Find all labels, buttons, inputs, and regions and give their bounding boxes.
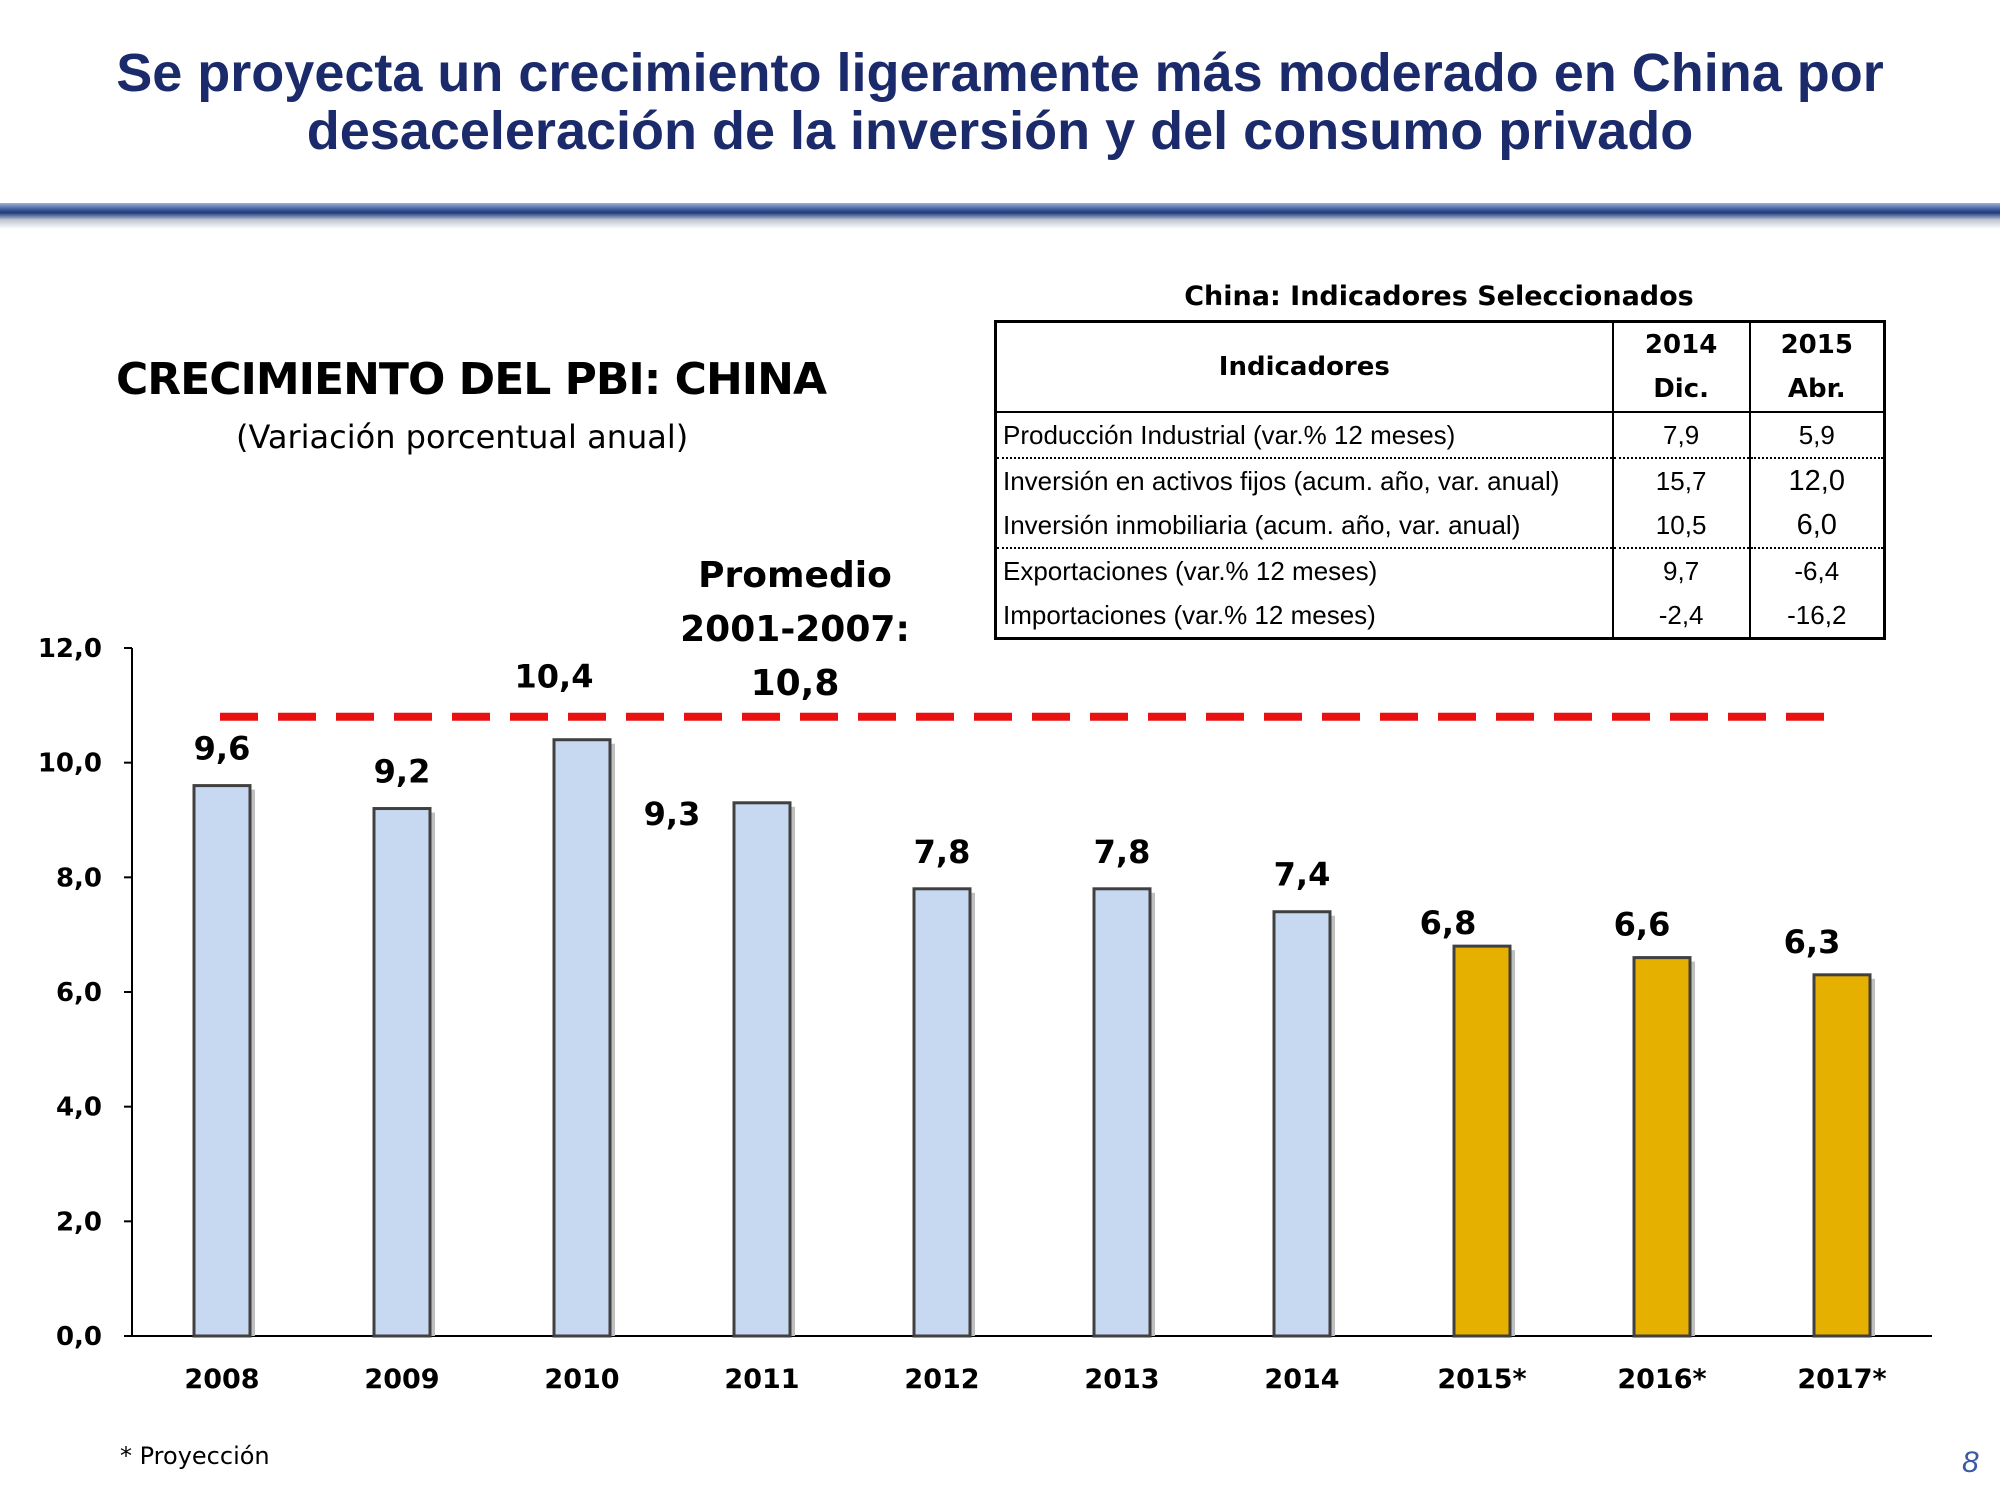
column-header-indicators: Indicadores (994, 320, 1614, 413)
x-tick-label: 2009 (364, 1364, 439, 1395)
row-value-2015: 6,0 (1748, 503, 1886, 549)
title-divider-shadow (0, 219, 2000, 229)
chart-subtitle: (Variación porcentual anual) (236, 418, 689, 456)
table-row: Inversión inmobiliaria (acum. año, var. … (994, 503, 1886, 549)
data-label: 6,8 (1420, 904, 1477, 942)
y-tick-label: 6,0 (56, 978, 102, 1008)
page-number: 8 (1962, 1446, 1979, 1479)
table-subheader-row: Dic. Abr. (996, 367, 1886, 413)
slide-title-line-1: Se proyecta un crecimiento ligeramente m… (116, 43, 1884, 103)
y-tick-label: 8,0 (56, 863, 102, 893)
data-label: 9,2 (374, 753, 431, 791)
average-label-line-3: 10,8 (750, 663, 840, 704)
y-tick-label: 0,0 (56, 1322, 102, 1352)
footnote: * Proyección (120, 1442, 270, 1470)
x-tick-label: 2016* (1617, 1364, 1706, 1395)
data-label: 6,3 (1784, 923, 1841, 961)
bar (732, 801, 792, 1338)
x-tick-label: 2008 (184, 1364, 259, 1395)
bar (1452, 944, 1512, 1338)
average-label-line-2: 2001-2007: (680, 609, 910, 650)
bar (912, 887, 972, 1338)
row-value-2015: -6,4 (1748, 548, 1886, 593)
row-value-2015: -16,2 (1748, 593, 1886, 639)
row-label: Exportaciones (var.% 12 meses) (994, 548, 1614, 593)
row-value-2015: 12,0 (1748, 458, 1886, 503)
y-tick-label: 2,0 (56, 1207, 102, 1237)
row-value-2014: 15,7 (1611, 458, 1751, 503)
y-tick-label: 10,0 (38, 749, 102, 779)
row-value-2014: 9,7 (1611, 548, 1751, 593)
x-tick-label: 2015* (1437, 1364, 1526, 1395)
bar (552, 738, 612, 1338)
bar (1632, 956, 1692, 1338)
row-value-2015: 5,9 (1748, 412, 1886, 459)
data-label: 7,4 (1274, 856, 1331, 894)
column-subheader-abr: Abr. (1748, 367, 1886, 413)
row-label: Importaciones (var.% 12 meses) (994, 593, 1614, 639)
column-header-2015: 2015 (1748, 320, 1886, 367)
data-label: 6,6 (1614, 906, 1671, 944)
chart-title: CRECIMIENTO DEL PBI: CHINA (116, 354, 827, 405)
data-label: 7,8 (1094, 833, 1151, 871)
bar (372, 807, 432, 1338)
row-value-2014: 7,9 (1611, 412, 1751, 459)
y-tick-label: 4,0 (56, 1093, 102, 1123)
data-label: 7,8 (914, 833, 971, 871)
indicators-table: Indicadores 2014 2015 Dic. Abr. Producci… (994, 320, 1886, 640)
indicators-table-title: China: Indicadores Seleccionados (1184, 281, 1694, 312)
chart-plot-area: 0,0 2,0 4,0 6,0 8,0 10,0 12,0 9,6 2008 9,2 2009 10,… (38, 634, 1932, 1395)
x-tick-label: 2011 (724, 1364, 799, 1395)
x-tick-label: 2017* (1797, 1364, 1886, 1395)
bar (1272, 910, 1332, 1338)
data-label: 10,4 (515, 658, 594, 696)
bar (1092, 887, 1152, 1338)
table-row: Importaciones (var.% 12 meses) -2,4 -16,… (994, 593, 1886, 639)
table-row: Inversión en activos fijos (acum. año, v… (994, 458, 1886, 503)
x-tick-label: 2010 (544, 1364, 619, 1395)
table-header-row: Indicadores 2014 2015 (994, 320, 1886, 413)
row-label: Inversión inmobiliaria (acum. año, var. … (994, 503, 1614, 549)
x-tick-label: 2013 (1084, 1364, 1159, 1395)
x-tick-label: 2014 (1264, 1364, 1339, 1395)
column-header-2014: 2014 (1611, 320, 1751, 367)
data-label: 9,3 (644, 795, 701, 833)
title-divider (0, 203, 2000, 219)
y-tick-label: 12,0 (38, 634, 102, 664)
row-label: Inversión en activos fijos (acum. año, v… (994, 458, 1614, 503)
column-subheader-dic: Dic. (1611, 367, 1751, 413)
row-label: Producción Industrial (var.% 12 meses) (994, 412, 1614, 459)
data-label: 9,6 (194, 730, 251, 768)
slide-title-line-2: desaceleración de la inversión y del con… (306, 101, 1694, 161)
average-label-line-1: Promedio (698, 555, 892, 596)
slide-title: Se proyecta un crecimiento ligeramente m… (0, 44, 2000, 160)
row-value-2014: 10,5 (1611, 503, 1751, 549)
table-row: Producción Industrial (var.% 12 meses) 7… (994, 412, 1886, 459)
table-row: Exportaciones (var.% 12 meses) 9,7 -6,4 (994, 548, 1886, 593)
x-tick-label: 2012 (904, 1364, 979, 1395)
bar (1812, 973, 1872, 1338)
bar (192, 784, 252, 1338)
row-value-2014: -2,4 (1611, 593, 1751, 639)
